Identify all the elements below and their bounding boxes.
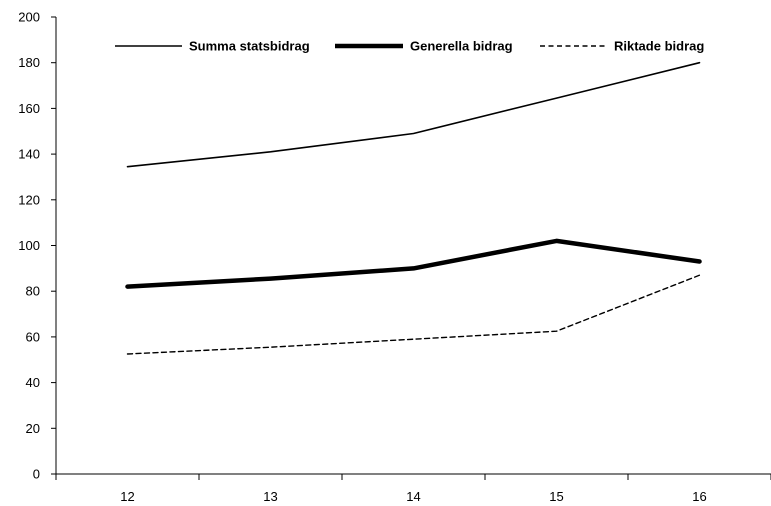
y-axis-ticks: 0 20 40 60 80 100 120 140 160 180 200 xyxy=(18,10,56,482)
y-tick-label: 0 xyxy=(33,467,40,482)
series-line-2 xyxy=(126,274,701,355)
y-tick-label: 100 xyxy=(18,238,40,253)
y-tick-label: 120 xyxy=(18,192,40,207)
y-tick-label: 140 xyxy=(18,147,40,162)
y-tick-label: 200 xyxy=(18,10,40,25)
x-tick-label: 12 xyxy=(120,489,134,504)
series-line-0 xyxy=(126,61,701,168)
series-line-1 xyxy=(125,238,702,289)
x-tick-label: 13 xyxy=(263,489,277,504)
series-lines xyxy=(125,61,702,355)
y-tick-label: 160 xyxy=(18,101,40,116)
y-tick-label: 40 xyxy=(26,375,40,390)
y-tick-label: 20 xyxy=(26,421,40,436)
legend-label: Summa statsbidrag xyxy=(189,39,310,54)
y-tick-label: 80 xyxy=(26,284,40,299)
x-tick-label: 14 xyxy=(406,489,420,504)
y-tick-label: 180 xyxy=(18,55,40,70)
legend-label: Riktade bidrag xyxy=(614,39,704,54)
legend-label: Generella bidrag xyxy=(410,39,513,54)
x-tick-label: 15 xyxy=(549,489,563,504)
y-tick-label: 60 xyxy=(26,329,40,344)
x-tick-label: 16 xyxy=(692,489,706,504)
legend: Summa statsbidrag Generella bidrag Riktade… xyxy=(115,39,704,54)
x-axis-ticks: 12 13 14 15 16 xyxy=(55,474,771,504)
axes xyxy=(55,17,771,475)
